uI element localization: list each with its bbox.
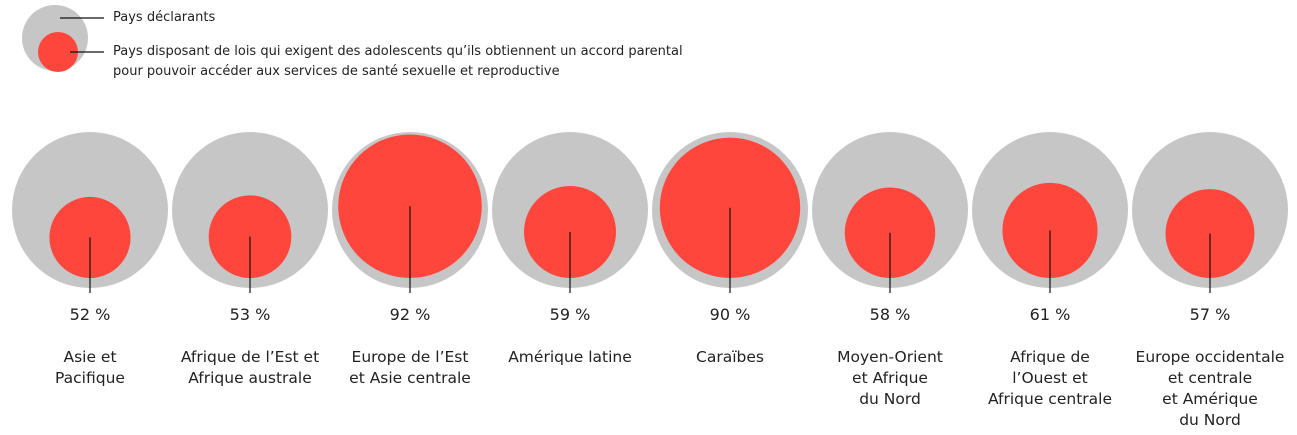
legend-label: Pays déclarants [113, 10, 216, 25]
legend-inner [38, 32, 78, 72]
value-label: 57 % [1189, 305, 1231, 324]
value-label: 53 % [229, 305, 271, 324]
category-label: Afrique de l’Ouest et Afrique centrale [988, 348, 1112, 408]
value-label: 52 % [69, 305, 111, 324]
value-label: 92 % [389, 305, 431, 324]
value-label: 58 % [869, 305, 911, 324]
category-label: Europe occidentale et centrale et Amériq… [1135, 348, 1285, 429]
value-label: 90 % [709, 305, 751, 324]
category-label: Amérique latine [508, 348, 632, 366]
category-label: Afrique de l’Est et Afrique australe [180, 348, 320, 387]
category-label: Caraïbes [696, 348, 764, 366]
legend-label: Pays disposant de lois qui exigent des a… [113, 44, 683, 79]
category-label: Europe de l’Est et Asie centrale [349, 348, 471, 387]
value-label: 61 % [1029, 305, 1071, 324]
category-label: Moyen-Orient et Afrique du Nord [837, 348, 943, 408]
category-label: Asie et Pacifique [55, 348, 125, 387]
value-label: 59 % [549, 305, 591, 324]
